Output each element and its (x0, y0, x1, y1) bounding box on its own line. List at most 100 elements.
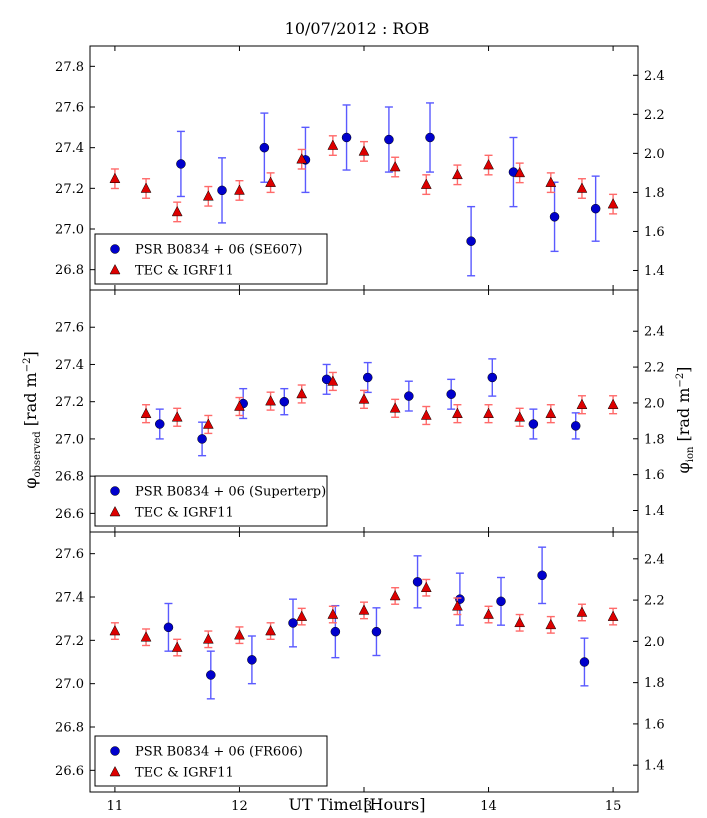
y-right-close: ] (674, 367, 693, 373)
y-right-tick-label: 1.6 (644, 225, 665, 240)
data-point-circle (217, 185, 227, 196)
y-left-tick-label: 26.8 (55, 721, 84, 736)
data-point-triangle (545, 176, 557, 187)
data-point-triangle (358, 604, 370, 615)
y-left-close: ] (21, 351, 40, 357)
data-point-circle (259, 142, 270, 153)
y-right-base: φ (674, 462, 693, 473)
data-point-circle (528, 419, 539, 429)
y-left-base: φ (21, 478, 40, 489)
data-point-triangle (483, 407, 494, 418)
legend-marker-circle (110, 486, 120, 496)
legend-box (94, 735, 328, 787)
x-axis-label: UT Time [Hours] (289, 795, 426, 814)
data-point-circle (371, 626, 382, 637)
data-point-circle (341, 132, 352, 143)
data-point-circle (570, 421, 581, 431)
data-point-triangle (296, 153, 308, 164)
data-point-triangle (327, 375, 339, 386)
data-point-triangle (171, 205, 183, 217)
legend-marker-circle (110, 244, 120, 254)
data-point-circle (404, 391, 414, 401)
data-point-triangle (389, 160, 401, 172)
data-point-triangle (171, 411, 183, 422)
y-left-tick-label: 27.2 (55, 634, 84, 649)
data-point-circle (496, 596, 506, 607)
y-right-tick-label: 1.4 (644, 504, 665, 519)
y-left-tick-label: 27.4 (55, 141, 84, 156)
data-point-triangle (265, 176, 277, 187)
data-point-circle (537, 570, 547, 581)
data-point-triangle (576, 398, 588, 409)
legend-box (94, 475, 328, 527)
data-point-triangle (607, 398, 619, 409)
series-tec (140, 371, 619, 435)
x-tick-label: 12 (231, 799, 248, 814)
series-psr (154, 358, 581, 457)
data-point-circle (384, 134, 394, 145)
y-right-tick-label: 2.0 (644, 147, 665, 162)
y-left-tick-label: 27.6 (55, 101, 84, 116)
series-tec (109, 578, 619, 657)
legend-marker-triangle (109, 505, 121, 517)
y-left-tick-label: 27.2 (55, 395, 84, 410)
data-point-triangle (171, 641, 183, 652)
data-point-triangle (296, 610, 308, 621)
data-point-triangle (296, 387, 308, 399)
data-point-circle (288, 618, 298, 628)
y-left-tick-label: 27.6 (55, 547, 84, 562)
y-right-tick-label: 1.8 (644, 432, 665, 447)
y-right-tick-label: 2.2 (644, 594, 665, 609)
legend-label-tec: TEC & IGRF11 (135, 766, 234, 781)
y-left-tick-label: 27.0 (55, 677, 84, 692)
y-right-tick-label: 1.4 (644, 264, 665, 279)
legend-label-tec: TEC & IGRF11 (135, 506, 234, 521)
legend: PSR B0834 + 06 (Superterp) TEC & IGRF11 (94, 475, 328, 527)
y-right-tick-label: 2.2 (644, 108, 665, 123)
panels-group: 26.827.027.227.427.627.81.41.61.82.02.22… (55, 45, 665, 814)
data-point-triangle (265, 625, 277, 636)
data-point-triangle (234, 400, 245, 411)
data-point-triangle (483, 159, 494, 170)
data-point-triangle (234, 184, 245, 195)
data-point-triangle (451, 407, 463, 418)
data-point-triangle (420, 178, 432, 189)
y-left-tick-label: 26.8 (55, 470, 84, 485)
data-point-circle (549, 212, 560, 222)
data-point-triangle (483, 608, 494, 619)
y-right-tick-label: 1.6 (644, 468, 665, 483)
y-axis-label-right: φion [rad m−2] (674, 367, 696, 474)
data-point-triangle (109, 172, 121, 183)
y-right-sub: ion (685, 446, 696, 462)
x-tick-label: 14 (480, 799, 497, 814)
data-point-triangle (202, 190, 214, 201)
panel-top: 26.8 27.0 27.2 27.4 27.6 27.8 1.4 1.6 1.8 2.0 2.2 2… (55, 45, 665, 291)
data-point-triangle (545, 618, 557, 630)
data-point-triangle (420, 409, 432, 420)
x-tick-label: 15 (605, 799, 622, 814)
data-point-triangle (389, 589, 401, 601)
legend-marker-triangle (109, 765, 121, 777)
y-left-unit: [rad m (21, 372, 40, 431)
y-left-tick-label: 27.0 (55, 432, 84, 447)
data-point-triangle (545, 407, 557, 418)
chart-title: 10/07/2012 : ROB (285, 19, 430, 38)
series-psr (163, 546, 590, 700)
y-left-tick-label: 26.6 (55, 507, 84, 522)
data-point-circle (197, 434, 207, 444)
y-right-tick-label: 1.6 (644, 717, 665, 732)
data-point-circle (412, 577, 423, 587)
y-left-tick-label: 26.6 (55, 764, 84, 779)
data-point-circle (362, 372, 373, 383)
data-point-triangle (514, 411, 526, 422)
data-point-circle (487, 372, 498, 383)
data-point-triangle (109, 625, 121, 636)
legend-marker-triangle (109, 263, 121, 275)
data-point-triangle (514, 616, 526, 628)
data-point-triangle (576, 606, 588, 617)
data-point-triangle (140, 631, 152, 642)
data-point-triangle (514, 166, 526, 178)
data-point-circle (279, 396, 290, 407)
data-point-circle (163, 622, 174, 633)
